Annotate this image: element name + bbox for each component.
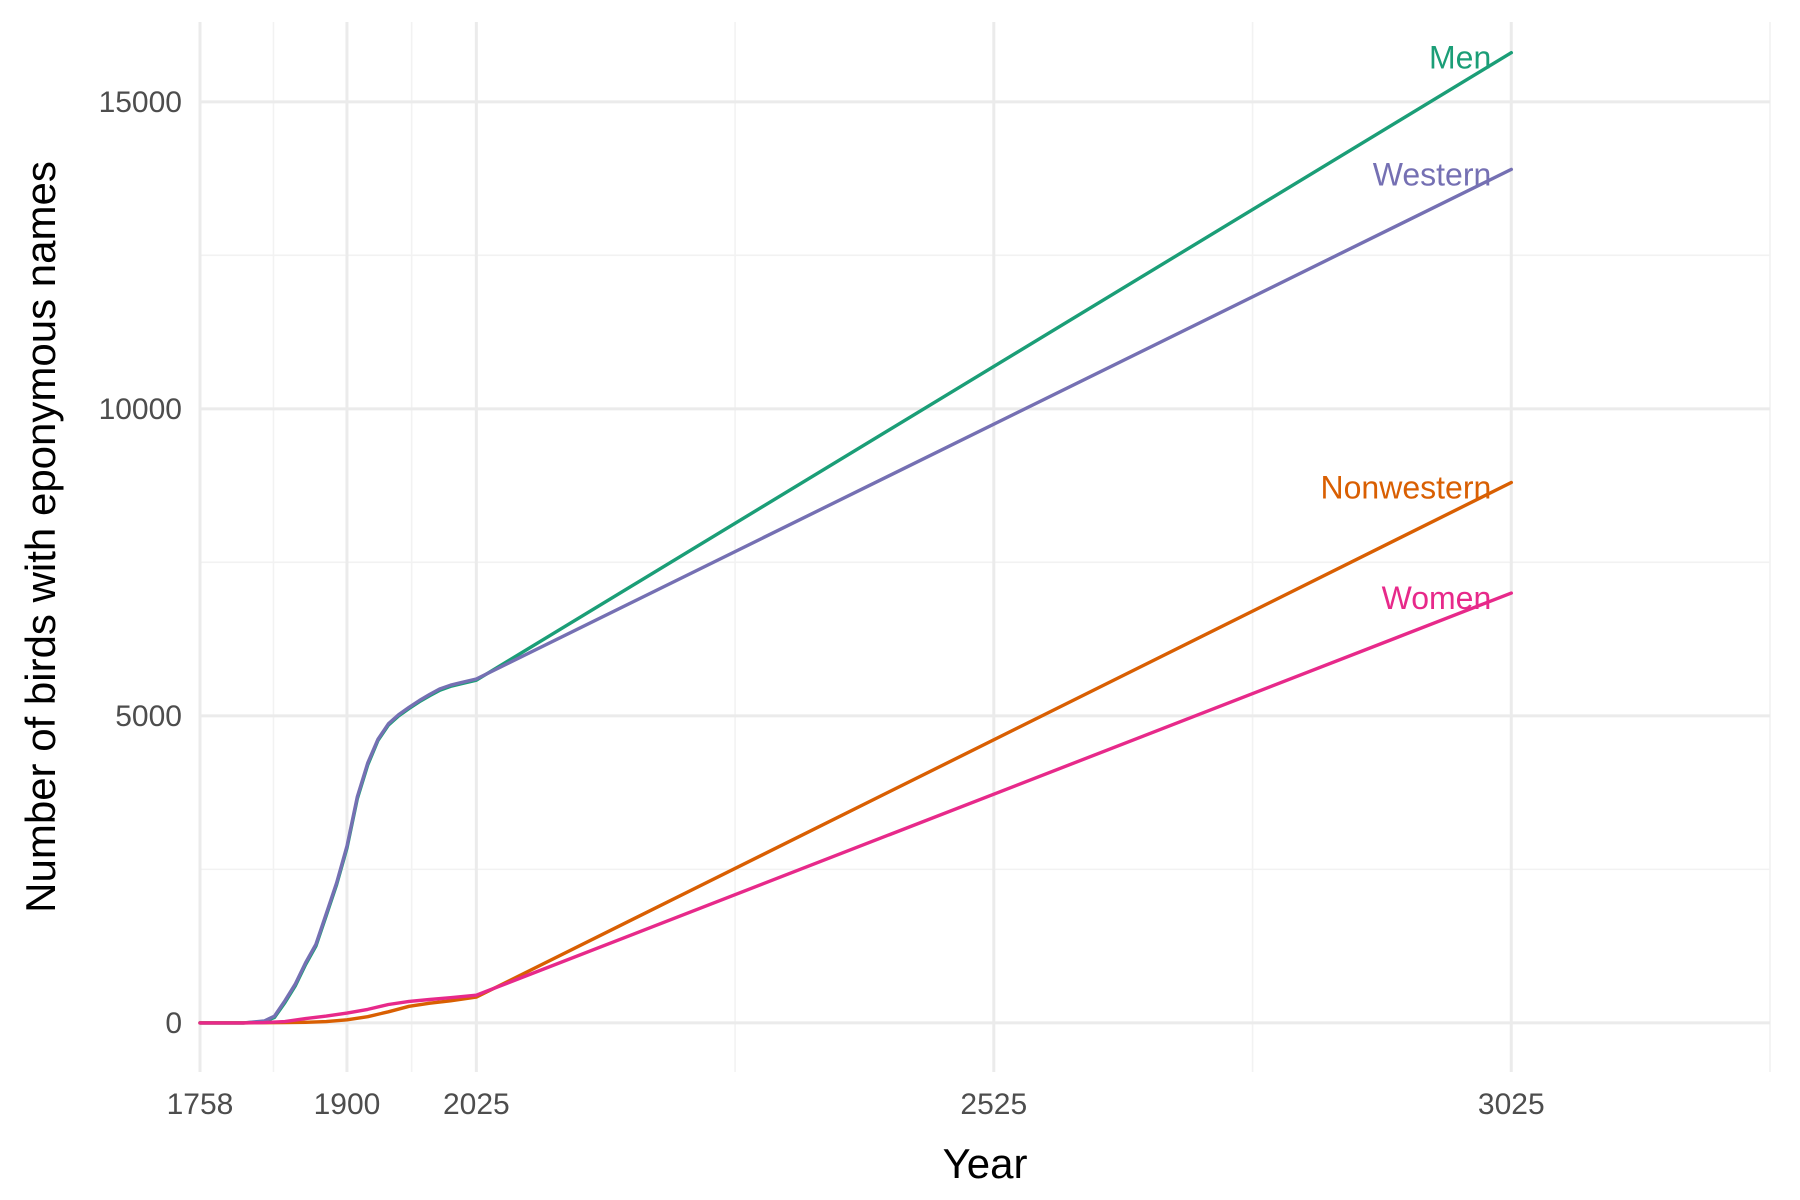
series-label-western: Western: [1373, 156, 1492, 192]
series-line-nonwestern: [198, 480, 1514, 1025]
x-axis-title: Year: [943, 1140, 1028, 1187]
y-tick-labels: 0 5000 10000 15000: [99, 86, 182, 1040]
series-line-men: [198, 51, 1514, 1025]
series-label-nonwestern: Nonwestern: [1321, 470, 1492, 506]
series-lines: [198, 51, 1514, 1025]
y-tick-label: 15000: [99, 86, 182, 119]
y-tick-label: 10000: [99, 393, 182, 426]
series-line-western: [198, 167, 1514, 1025]
y-tick-label: 0: [165, 1007, 182, 1040]
x-tick-label: 3025: [1478, 1088, 1545, 1121]
series-line-women: [198, 591, 1514, 1025]
series-label-men: Men: [1429, 40, 1491, 76]
x-tick-label: 1758: [167, 1088, 234, 1121]
minor-gridlines: [200, 22, 1771, 1072]
x-tick-label: 2525: [960, 1088, 1027, 1121]
series-label-women: Women: [1382, 580, 1492, 616]
y-tick-label: 5000: [115, 700, 182, 733]
x-tick-labels: 1758 1900 2025 2525 3025: [167, 1088, 1545, 1121]
x-tick-label: 1900: [314, 1088, 381, 1121]
x-tick-label: 2025: [443, 1088, 510, 1121]
y-axis-title: Number of birds with eponymous names: [17, 161, 64, 913]
series-labels: Men Western Nonwestern Women: [1321, 40, 1492, 616]
major-gridlines: [198, 22, 1770, 1072]
